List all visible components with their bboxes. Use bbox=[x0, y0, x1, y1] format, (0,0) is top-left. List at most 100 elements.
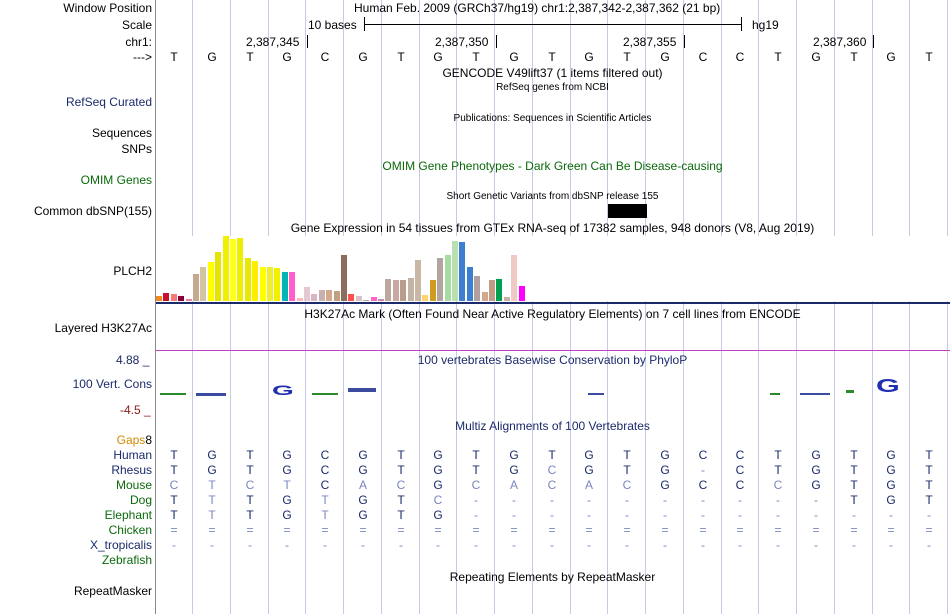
dbsnp-variant[interactable] bbox=[608, 204, 647, 218]
multiz-track-title[interactable]: Multiz Alignments of 100 Vertebrates bbox=[455, 419, 650, 433]
gtex-tissue-bar[interactable] bbox=[222, 236, 229, 301]
gtex-tissue-bar[interactable] bbox=[163, 293, 170, 301]
gtex-bar-chart[interactable] bbox=[156, 236, 950, 301]
gtex-tissue-bar[interactable] bbox=[518, 286, 525, 301]
gtex-tissue-bar[interactable] bbox=[355, 296, 362, 301]
aligned-base: T bbox=[208, 493, 216, 507]
window-position-label: Window Position bbox=[63, 1, 152, 15]
cons-track-label[interactable]: 100 Vert. Cons bbox=[72, 377, 152, 391]
aligned-base: - bbox=[248, 538, 252, 552]
gtex-tissue-bar[interactable] bbox=[296, 298, 303, 301]
gtex-tissue-bar[interactable] bbox=[363, 300, 370, 301]
gtex-tissue-bar[interactable] bbox=[429, 280, 436, 301]
aligned-base: G bbox=[886, 463, 896, 477]
cons-min-value: -4.5 _ bbox=[120, 403, 151, 417]
gtex-tissue-bar[interactable] bbox=[311, 294, 318, 301]
aligned-base: = bbox=[283, 523, 291, 537]
aligned-base: - bbox=[776, 538, 780, 552]
h3k27ac-track-title[interactable]: H3K27Ac Mark (Often Found Near Active Re… bbox=[304, 307, 801, 321]
gaps-label[interactable]: Gaps8 bbox=[117, 433, 152, 447]
cons-track-title[interactable]: 100 vertebrates Basewise Conservation by… bbox=[417, 353, 688, 367]
gtex-tissue-bar[interactable] bbox=[318, 290, 325, 301]
gtex-tissue-bar[interactable] bbox=[489, 280, 495, 301]
gtex-tissue-bar[interactable] bbox=[400, 280, 407, 301]
omim-track-label[interactable]: OMIM Genes bbox=[80, 173, 152, 187]
gtex-gene-label[interactable]: PLCH2 bbox=[113, 264, 152, 278]
gtex-tissue-bar[interactable] bbox=[385, 279, 392, 301]
species-label[interactable]: Elephant bbox=[104, 508, 152, 522]
h3k27ac-track-label[interactable]: Layered H3K27Ac bbox=[54, 321, 152, 335]
refseq-track-title[interactable]: RefSeq genes from NCBI bbox=[496, 82, 609, 93]
gtex-tissue-bar[interactable] bbox=[207, 262, 214, 301]
gtex-tissue-bar[interactable] bbox=[474, 276, 481, 301]
gtex-tissue-bar[interactable] bbox=[156, 296, 162, 301]
aligned-base: G bbox=[282, 508, 292, 522]
gtex-tissue-bar[interactable] bbox=[341, 255, 347, 301]
sequences-track-label[interactable]: Sequences bbox=[91, 126, 152, 140]
gtex-tissue-bar[interactable] bbox=[200, 267, 207, 301]
aligned-base: - bbox=[927, 538, 931, 552]
gtex-tissue-bar[interactable] bbox=[348, 294, 355, 301]
gtex-tissue-bar[interactable] bbox=[193, 274, 199, 301]
species-label[interactable]: X_tropicalis bbox=[89, 538, 152, 552]
gtex-tissue-bar[interactable] bbox=[466, 267, 473, 301]
gencode-track-title[interactable]: GENCODE V49lift37 (1 items filtered out) bbox=[442, 66, 663, 80]
gtex-tissue-bar[interactable] bbox=[415, 260, 421, 301]
gtex-tissue-bar[interactable] bbox=[444, 255, 451, 301]
gtex-tissue-bar[interactable] bbox=[281, 272, 288, 301]
species-label[interactable]: Chicken bbox=[108, 523, 152, 537]
gtex-tissue-bar[interactable] bbox=[274, 268, 281, 301]
refseq-track-label[interactable]: RefSeq Curated bbox=[65, 95, 152, 109]
species-label[interactable]: Human bbox=[113, 448, 152, 462]
gtex-tissue-bar[interactable] bbox=[237, 238, 244, 301]
gtex-tissue-bar[interactable] bbox=[215, 252, 222, 301]
gtex-tissue-bar[interactable] bbox=[437, 258, 444, 301]
snps-track-label[interactable]: SNPs bbox=[121, 142, 152, 156]
h3k27ac-signal-line bbox=[156, 350, 950, 351]
species-label[interactable]: Dog bbox=[129, 493, 152, 507]
cons-mark bbox=[348, 388, 376, 392]
aligned-base: - bbox=[172, 538, 176, 552]
gtex-tissue-bar[interactable] bbox=[503, 297, 510, 301]
aligned-base: C bbox=[320, 448, 330, 462]
repeat-track-label[interactable]: RepeatMasker bbox=[73, 584, 152, 598]
gtex-tissue-bar[interactable] bbox=[422, 295, 429, 301]
gtex-tissue-bar[interactable] bbox=[378, 299, 384, 301]
aligned-base: = bbox=[736, 523, 744, 537]
gtex-tissue-bar[interactable] bbox=[304, 287, 310, 301]
gtex-tissue-bar[interactable] bbox=[496, 279, 503, 301]
aligned-base: C bbox=[735, 463, 745, 477]
gtex-tissue-bar[interactable] bbox=[252, 261, 259, 301]
species-label[interactable]: Rhesus bbox=[111, 463, 152, 477]
gtex-tissue-bar[interactable] bbox=[370, 297, 377, 301]
aligned-base: - bbox=[323, 538, 327, 552]
species-label[interactable]: Mouse bbox=[115, 478, 152, 492]
gtex-tissue-bar[interactable] bbox=[230, 239, 236, 301]
gtex-tissue-bar[interactable] bbox=[289, 272, 296, 301]
aligned-base: T bbox=[623, 463, 631, 477]
repeat-track-title[interactable]: Repeating Elements by RepeatMasker bbox=[449, 570, 656, 584]
gtex-tissue-bar[interactable] bbox=[407, 278, 414, 301]
gtex-tissue-bar[interactable] bbox=[178, 296, 185, 301]
gtex-tissue-bar[interactable] bbox=[511, 255, 518, 301]
publications-track-title[interactable]: Publications: Sequences in Scientific Ar… bbox=[453, 113, 652, 124]
dbsnp-track-title[interactable]: Short Genetic Variants from dbSNP releas… bbox=[446, 191, 659, 202]
aligned-base: = bbox=[321, 523, 329, 537]
gtex-tissue-bar[interactable] bbox=[259, 267, 266, 301]
omim-track-title[interactable]: OMIM Gene Phenotypes - Dark Green Can Be… bbox=[382, 159, 723, 173]
gtex-tissue-bar[interactable] bbox=[333, 291, 340, 301]
gtex-tissue-bar[interactable] bbox=[459, 242, 466, 301]
gtex-tissue-bar[interactable] bbox=[185, 299, 192, 301]
species-label[interactable]: Zebrafish bbox=[101, 553, 152, 567]
gtex-tissue-bar[interactable] bbox=[481, 292, 488, 301]
gtex-tissue-bar[interactable] bbox=[392, 280, 399, 301]
gtex-tissue-bar[interactable] bbox=[267, 267, 273, 301]
gtex-track-title[interactable]: Gene Expression in 54 tissues from GTEx … bbox=[290, 221, 815, 235]
gtex-tissue-bar[interactable] bbox=[326, 290, 333, 301]
gtex-tissue-bar[interactable] bbox=[170, 294, 177, 301]
cons-mark bbox=[160, 393, 186, 395]
aligned-base: - bbox=[852, 538, 856, 552]
gtex-tissue-bar[interactable] bbox=[452, 241, 458, 301]
gtex-tissue-bar[interactable] bbox=[244, 258, 251, 301]
dbsnp-track-label[interactable]: Common dbSNP(155) bbox=[33, 204, 152, 218]
